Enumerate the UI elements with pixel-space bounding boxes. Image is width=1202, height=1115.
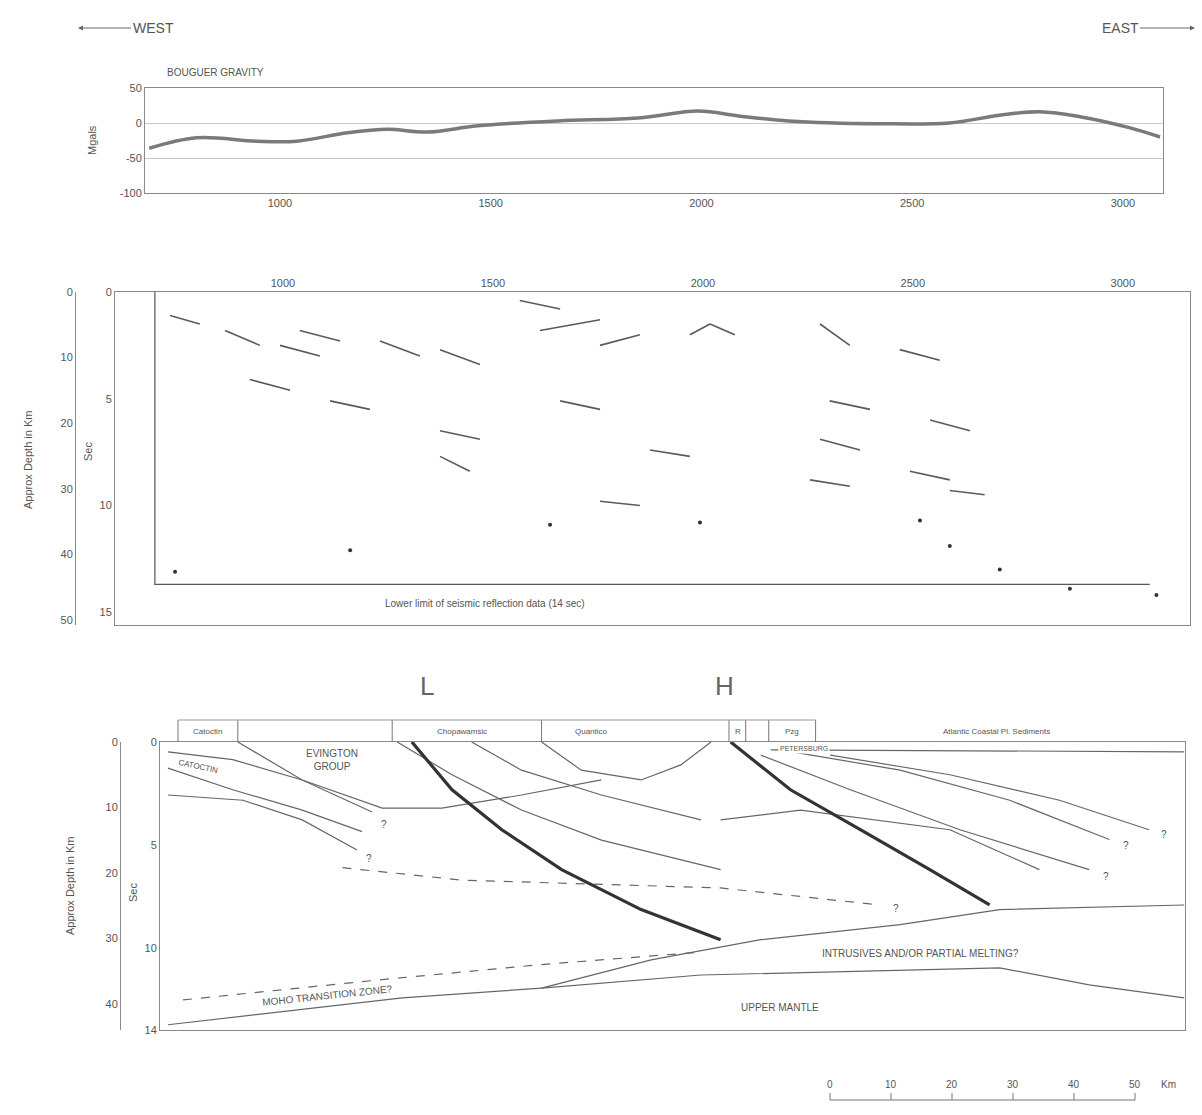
svg-text:2000: 2000 [691,277,715,289]
svg-text:R: R [735,727,741,736]
svg-text:UPPER MANTLE: UPPER MANTLE [741,1002,819,1013]
svg-text:Sec: Sec [127,883,139,902]
svg-text:1500: 1500 [481,277,505,289]
svg-text:Lower limit of seismic reflect: Lower limit of seismic reflection data (… [385,598,585,609]
svg-text:20: 20 [106,867,118,879]
svg-text:50: 50 [1129,1079,1141,1090]
svg-text:30: 30 [106,932,118,944]
svg-text:?: ? [1161,829,1167,840]
svg-text:Chopawamsic: Chopawamsic [437,727,487,736]
svg-text:10: 10 [145,942,157,954]
svg-text:EAST: EAST [1102,20,1139,36]
svg-text:10: 10 [106,801,118,813]
svg-text:0: 0 [151,736,157,748]
svg-text:2000: 2000 [689,197,713,209]
svg-text:-100: -100 [120,187,142,199]
svg-text:Catoctin: Catoctin [193,727,222,736]
svg-text:50: 50 [130,82,142,94]
svg-text:5: 5 [151,839,157,851]
svg-text:?: ? [1123,840,1129,851]
svg-text:10: 10 [885,1079,897,1090]
svg-text:?: ? [366,853,372,864]
svg-text:40: 40 [106,998,118,1010]
svg-text:15: 15 [100,606,112,618]
svg-text:EVINGTONGROUP: EVINGTONGROUP [306,748,358,772]
svg-text:H: H [715,671,734,701]
svg-text:0: 0 [827,1079,833,1090]
svg-text:10: 10 [61,351,73,363]
svg-text:1500: 1500 [478,197,502,209]
svg-text:50: 50 [61,614,73,626]
svg-text:3000: 3000 [1111,197,1135,209]
svg-text:40: 40 [61,548,73,560]
svg-text:Sec: Sec [82,442,94,461]
svg-text:?: ? [1103,871,1109,882]
svg-text:Approx Depth in Km: Approx Depth in Km [22,411,34,509]
svg-text:INTRUSIVES AND/OR PARTIAL MELT: INTRUSIVES AND/OR PARTIAL MELTING? [822,948,1019,959]
svg-text:Mgals: Mgals [86,125,98,155]
svg-text:Pzg: Pzg [785,727,799,736]
svg-text:1000: 1000 [271,277,295,289]
svg-text:30: 30 [1007,1079,1019,1090]
svg-text:1000: 1000 [268,197,292,209]
svg-text:MOHO TRANSITION ZONE?: MOHO TRANSITION ZONE? [262,983,393,1008]
svg-text:20: 20 [946,1079,958,1090]
svg-text:Approx Depth in Km: Approx Depth in Km [64,837,76,935]
svg-text:Quantico: Quantico [575,727,608,736]
svg-text:2500: 2500 [900,197,924,209]
svg-text:5: 5 [106,393,112,405]
svg-text:0: 0 [106,286,112,298]
svg-text:30: 30 [61,483,73,495]
svg-text:0: 0 [136,117,142,129]
svg-text:2500: 2500 [901,277,925,289]
svg-text:CATOCTIN: CATOCTIN [178,758,219,775]
svg-text:40: 40 [1068,1079,1080,1090]
svg-text:PETERSBURG: PETERSBURG [780,745,828,752]
svg-text:Atlantic Coastal Pl. Sediments: Atlantic Coastal Pl. Sediments [943,727,1050,736]
svg-text:0: 0 [112,736,118,748]
svg-text:?: ? [893,903,899,914]
svg-text:10: 10 [100,499,112,511]
svg-text:WEST: WEST [133,20,174,36]
svg-text:L: L [420,671,434,701]
svg-text:Km: Km [1161,1079,1176,1090]
svg-text:14: 14 [145,1024,157,1036]
svg-text:20: 20 [61,417,73,429]
svg-text:-50: -50 [126,152,142,164]
svg-text:3000: 3000 [1111,277,1135,289]
svg-text:0: 0 [67,286,73,298]
svg-text:BOUGUER GRAVITY: BOUGUER GRAVITY [167,67,264,78]
svg-text:?: ? [381,819,387,830]
